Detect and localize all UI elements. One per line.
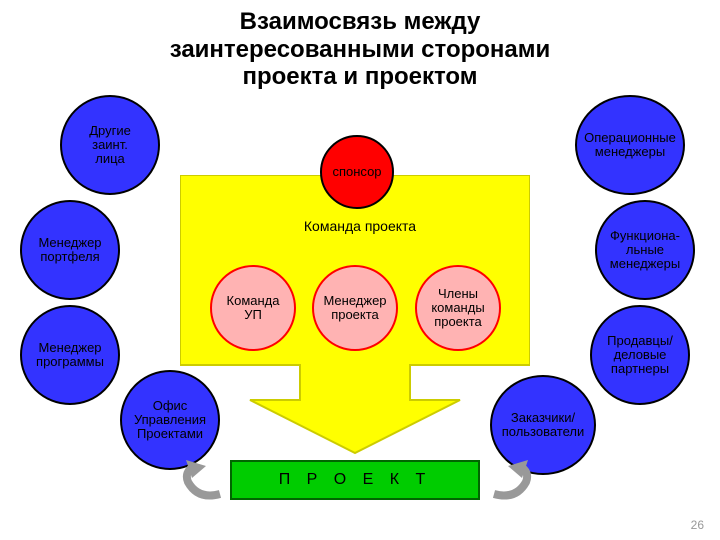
outer-circle-ofis-upr: Офис Управления Проектами [120,370,220,470]
ofis-upr-label: Офис Управления Проектами [134,399,206,442]
chleny-komandy-label: Члены команды проекта [431,287,484,330]
title-line1: Взаимосвязь между [240,8,481,35]
inner-circle-menedzher-proekta: Менеджер проекта [312,265,398,351]
drugie-label: Другие заинт. лица [89,124,131,167]
inner-circle-komanda-up: Команда УП [210,265,296,351]
project-box-label: П Р О Е К Т [279,471,432,489]
outer-circle-drugie: Другие заинт. лица [60,95,160,195]
outer-circle-prodavcy: Продавцы/ деловые партнеры [590,305,690,405]
curved-arrow-left [176,460,232,504]
menedzher-proekta-label: Менеджер проекта [323,294,386,323]
curved-arrow-right [482,460,538,504]
prodavcy-label: Продавцы/ деловые партнеры [607,334,673,377]
sponsor-label: спонсор [332,165,381,179]
zakazchiki-label: Заказчики/ пользователи [502,411,585,440]
title-line2: заинтересованными сторонами [170,36,551,63]
outer-circle-operacionnye: Операционные менеджеры [575,95,685,195]
inner-circle-chleny-komandy: Члены команды проекта [415,265,501,351]
page-number: 26 [691,518,704,532]
menedzher-portfelya-label: Менеджер портфеля [38,236,101,265]
team-label: Команда проекта [300,218,420,234]
outer-circle-menedzher-programmy: Менеджер программы [20,305,120,405]
operacionnye-label: Операционные менеджеры [584,131,676,160]
komanda-up-label: Команда УП [227,294,280,323]
outer-circle-menedzher-portfelya: Менеджер портфеля [20,200,120,300]
diagram-title: Взаимосвязь между заинтересованными стор… [0,8,720,91]
funkcionalnye-label: Функциона- льные менеджеры [610,229,680,272]
sponsor-circle: спонсор [320,135,394,209]
menedzher-programmy-label: Менеджер программы [36,341,104,370]
title-line3: проекта и проектом [242,63,477,90]
project-box: П Р О Е К Т [230,460,480,500]
outer-circle-funkcionalnye: Функциона- льные менеджеры [595,200,695,300]
